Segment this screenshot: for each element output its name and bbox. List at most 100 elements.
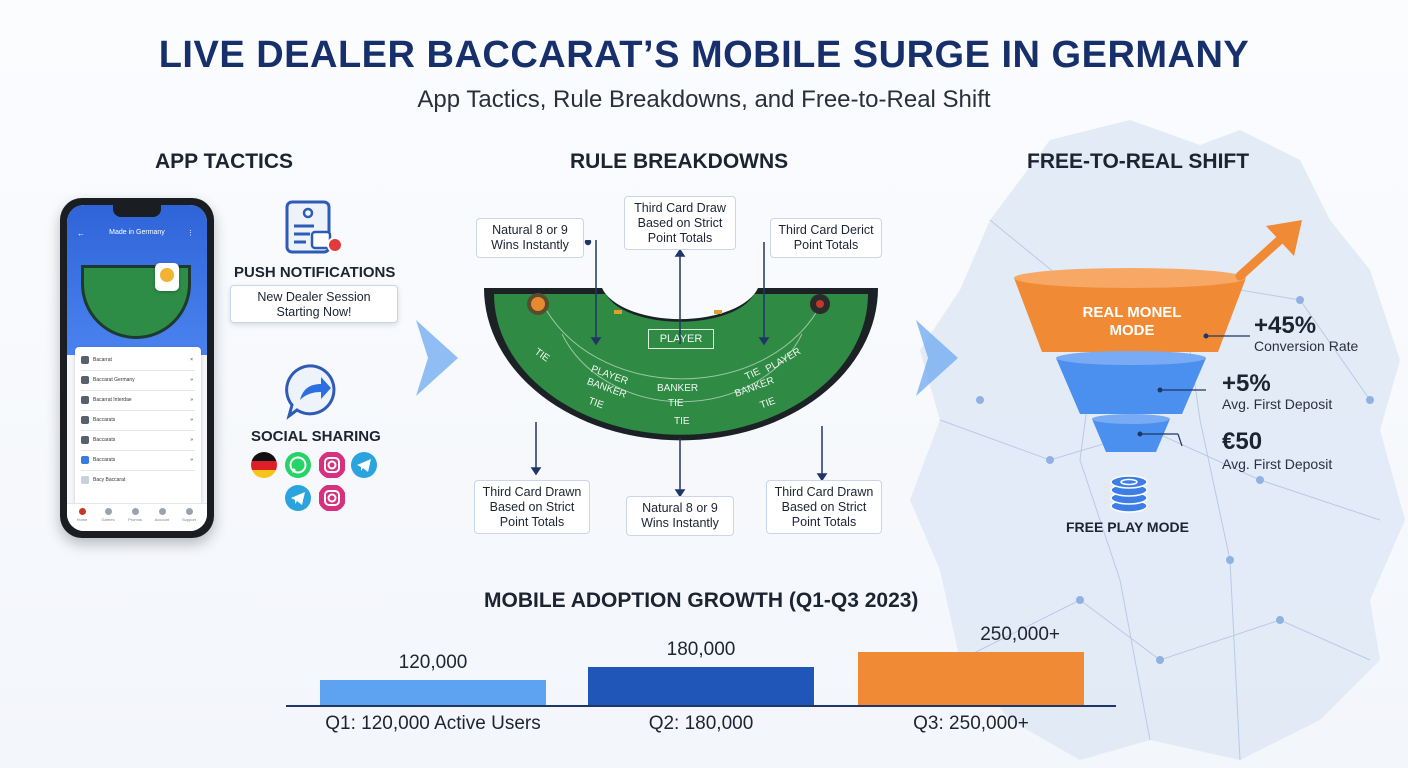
tab-support[interactable]: Support — [178, 508, 200, 522]
chevron-right-icon: » — [190, 417, 193, 423]
tab-home[interactable]: Home — [71, 508, 93, 522]
bar-value-label: 180,000 — [666, 639, 736, 660]
tab-promos[interactable]: Promos — [124, 508, 146, 522]
bar-axis-label: Q2: 180,000 — [648, 713, 754, 734]
chevron-right-icon: » — [190, 437, 193, 443]
funnel-top-label-line: MODE — [1109, 322, 1155, 339]
section-heading-app-tactics: APP TACTICS — [155, 150, 294, 173]
rule-callout: Third Card Derict Point Totals — [770, 218, 882, 258]
stat-label: Avg. First Deposit — [1222, 456, 1333, 472]
game-icon — [81, 376, 89, 384]
tie-label: TIE — [674, 416, 690, 427]
rule-callout: Natural 8 or 9 Wins Instantly — [476, 218, 584, 258]
rule-callout: Third Card Draw Based on Strict Point To… — [624, 196, 736, 250]
list-item-label: Baccarats — [93, 457, 116, 463]
push-notifications-heading: PUSH NOTIFICATIONS — [234, 264, 396, 281]
rule-text: Third Card Draw — [634, 201, 726, 215]
chip-stack-icon — [1110, 475, 1148, 513]
rule-text: Based on Strict — [781, 500, 867, 514]
funnel-top-label: REAL MONEL MODE — [1064, 304, 1200, 340]
chart-baseline — [286, 705, 1116, 707]
rule-text: Natural 8 or 9 — [492, 223, 568, 237]
bar-q3 — [858, 652, 1084, 705]
section-heading-rule-breakdowns: RULE BREAKDOWNS — [570, 150, 789, 173]
more-icon[interactable]: ⋮ — [187, 230, 194, 237]
chevron-right-icon: » — [190, 397, 193, 403]
list-item-label: Bacy Baccarat — [93, 477, 126, 483]
instagram-icon[interactable] — [318, 451, 346, 479]
list-item-label: Baccarats — [93, 417, 116, 423]
tab-label: Support — [181, 517, 196, 522]
phone-notch — [113, 205, 161, 217]
chevron-right-icon — [416, 320, 458, 396]
rule-text: Based on Strict — [489, 500, 575, 514]
dealer-avatar-card — [155, 263, 179, 291]
free-play-label: FREE PLAY MODE — [1066, 519, 1189, 535]
push-message-line1: New Dealer Session — [257, 290, 371, 304]
baccarat-table — [484, 288, 878, 441]
stat-value: €50 — [1222, 428, 1263, 455]
list-item[interactable]: Baccarats » — [81, 411, 195, 431]
tab-label: Home — [76, 517, 88, 522]
conversion-funnel — [1014, 220, 1302, 452]
close-icon[interactable]: × — [190, 357, 193, 363]
game-icon — [81, 396, 89, 404]
list-item[interactable]: Bacarrat Interdae » — [81, 391, 195, 411]
list-item-label: Bacarrat — [93, 357, 112, 363]
push-notification-card[interactable]: New Dealer Session Starting Now! — [230, 285, 398, 323]
phone-screen: ← Made in Germany ⋮ Bacarrat × Baccarat G… — [67, 205, 207, 531]
bar-value-label: 120,000 — [398, 652, 468, 673]
section-heading-free-to-real: FREE-TO-REAL SHIFT — [1027, 150, 1250, 173]
rule-connectors — [530, 240, 828, 498]
list-item[interactable]: Baccarats » — [81, 431, 195, 451]
list-item[interactable]: Baccarat Germany » — [81, 371, 195, 391]
rule-callout: Third Card Drawn Based on Strict Point T… — [766, 480, 882, 534]
list-item-label: Baccarat Germany — [93, 377, 135, 383]
rule-callout: Third Card Drawn Based on Strict Point T… — [474, 480, 590, 534]
phone-header-title: Made in Germany — [109, 229, 165, 236]
stat-value: +45% — [1254, 312, 1317, 339]
bar-axis-label: Q3: 250,000+ — [913, 713, 1029, 734]
list-item[interactable]: Bacarrat × — [81, 351, 195, 371]
banker-label: BANKER — [657, 383, 699, 394]
tab-label: Account — [154, 517, 170, 522]
whatsapp-icon[interactable] — [284, 451, 312, 479]
chevron-right-icon — [916, 320, 958, 396]
german-flag-icon[interactable] — [250, 451, 278, 479]
page-title: LIVE DEALER BACCARAT’S MOBILE SURGE IN G… — [158, 34, 1250, 76]
telegram-icon[interactable] — [284, 484, 312, 512]
rule-text: Third Card Drawn — [482, 485, 582, 499]
game-icon — [81, 476, 89, 484]
rule-callout: Natural 8 or 9 Wins Instantly — [626, 496, 734, 536]
game-list-panel: Bacarrat × Baccarat Germany » Bacarrat Int… — [75, 347, 201, 507]
stat-label: Conversion Rate — [1254, 338, 1359, 354]
stat-value: +5% — [1222, 370, 1271, 397]
tab-label: Games — [101, 517, 115, 522]
tab-games[interactable]: Games — [97, 508, 119, 522]
tab-account[interactable]: Account — [151, 508, 173, 522]
list-item[interactable]: Baccarats » — [81, 451, 195, 471]
bar-value-label: 250,000+ — [980, 624, 1060, 645]
rule-text: Point Totals — [647, 231, 713, 245]
rule-text: Point Totals — [499, 515, 565, 529]
social-sharing-heading: SOCIAL SHARING — [251, 428, 381, 445]
rule-text: Third Card Derict — [778, 223, 874, 237]
rule-text: Point Totals — [791, 515, 857, 529]
push-notification-icon — [285, 200, 343, 254]
back-arrow-icon[interactable]: ← — [77, 229, 85, 238]
rule-text: Wins Instantly — [491, 238, 569, 252]
rule-text: Based on Strict — [637, 216, 723, 230]
game-icon — [81, 436, 89, 444]
rule-text: Wins Instantly — [641, 516, 719, 530]
page-subtitle: App Tactics, Rule Breakdowns, and Free-t… — [417, 86, 991, 113]
phone-tab-bar: Home Games Promos Account Support — [67, 503, 207, 531]
chevron-right-icon: » — [190, 377, 193, 383]
bar-q1 — [320, 680, 546, 705]
telegram-icon[interactable] — [350, 451, 378, 479]
instagram-icon[interactable] — [318, 484, 346, 512]
list-item[interactable]: Bacy Baccarat — [81, 471, 195, 490]
funnel-top-label-line: REAL MONEL — [1082, 304, 1182, 321]
tab-label: Promos — [128, 517, 142, 522]
share-icon — [285, 364, 336, 420]
chevron-right-icon: » — [190, 457, 193, 463]
